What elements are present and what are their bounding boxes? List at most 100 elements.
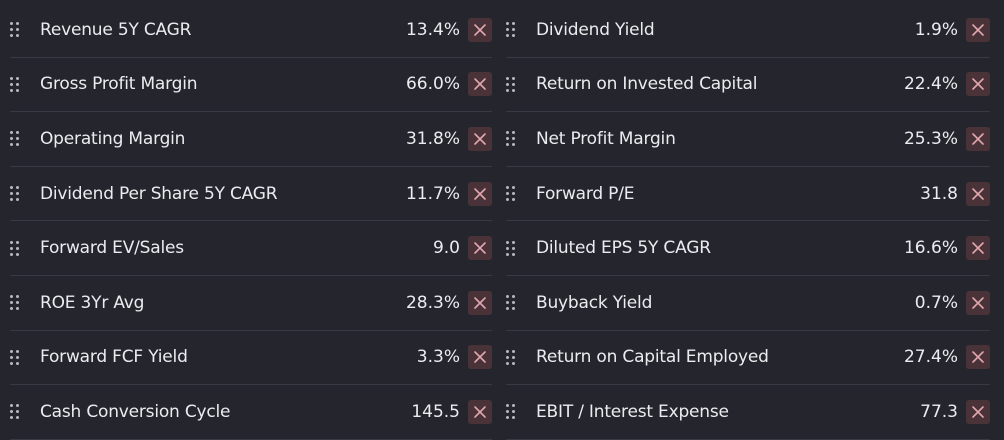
drag-dot [16, 198, 19, 202]
drag-dot [10, 192, 13, 196]
drag-dot [506, 22, 509, 26]
drag-handle-icon[interactable] [506, 185, 518, 203]
drag-dot [506, 295, 509, 299]
remove-metric-button[interactable] [966, 236, 990, 261]
metric-value: 77.3 [920, 401, 958, 422]
drag-handle-icon[interactable] [506, 294, 518, 312]
metrics-grid: Revenue 5Y CAGR 13.4% Gross Profit Margin 6… [0, 3, 1004, 440]
drag-handle-icon[interactable] [10, 21, 22, 39]
drag-dot [506, 88, 509, 92]
drag-dot [10, 22, 13, 26]
drag-dot [506, 240, 509, 244]
drag-handle-icon[interactable] [506, 239, 518, 257]
drag-dot [512, 34, 515, 38]
drag-dot [10, 186, 13, 190]
drag-dot [506, 349, 509, 353]
metric-row: Dividend Per Share 5Y CAGR 11.7% [10, 167, 492, 222]
drag-dot [16, 349, 19, 353]
drag-dot [506, 186, 509, 190]
drag-dot [512, 198, 515, 202]
drag-dot [512, 82, 515, 86]
metric-value: 13.4% [405, 19, 460, 40]
drag-handle-icon[interactable] [506, 403, 518, 421]
drag-handle-icon[interactable] [10, 239, 22, 257]
remove-metric-button[interactable] [468, 290, 492, 315]
drag-dot [16, 34, 19, 38]
drag-dot [16, 416, 19, 420]
drag-handle-icon[interactable] [506, 21, 518, 39]
close-icon [474, 242, 486, 254]
metric-value: 9.0 [432, 238, 460, 259]
drag-dot [512, 22, 515, 26]
drag-handle-icon[interactable] [506, 75, 518, 93]
drag-handle-icon[interactable] [10, 294, 22, 312]
close-icon [972, 133, 984, 145]
drag-dot [16, 240, 19, 244]
remove-metric-button[interactable] [966, 345, 990, 370]
metric-label: Gross Profit Margin [40, 74, 198, 95]
metric-label: Revenue 5Y CAGR [40, 19, 192, 40]
drag-handle-icon[interactable] [10, 185, 22, 203]
drag-handle-icon[interactable] [10, 130, 22, 148]
close-icon [972, 351, 984, 364]
drag-dot [16, 22, 19, 26]
close-icon [474, 133, 486, 145]
metric-value: 11.7% [405, 183, 460, 204]
metric-value: 22.4% [903, 74, 958, 95]
metric-value: 28.3% [405, 292, 460, 313]
drag-dot [506, 410, 509, 414]
drag-handle-icon[interactable] [10, 403, 22, 421]
metric-label: Forward P/E [536, 183, 635, 204]
drag-dot [10, 361, 13, 365]
drag-handle-icon[interactable] [10, 348, 22, 366]
remove-metric-button[interactable] [966, 17, 990, 42]
remove-metric-button[interactable] [468, 126, 492, 151]
metric-value: 145.5 [411, 401, 460, 422]
remove-metric-button[interactable] [966, 181, 990, 206]
drag-handle-icon[interactable] [10, 75, 22, 93]
remove-metric-button[interactable] [468, 236, 492, 261]
drag-dot [506, 246, 509, 250]
drag-dot [16, 88, 19, 92]
metric-value: 27.4% [903, 347, 958, 368]
drag-dot [512, 252, 515, 256]
remove-metric-button[interactable] [468, 17, 492, 42]
drag-dot [512, 76, 515, 80]
drag-dot [506, 82, 509, 86]
remove-metric-button[interactable] [468, 72, 492, 97]
metric-row: Dividend Yield 1.9% [506, 3, 990, 58]
remove-metric-button[interactable] [468, 181, 492, 206]
drag-dot [10, 143, 13, 147]
drag-dot [506, 355, 509, 359]
metric-value: 66.0% [405, 74, 460, 95]
drag-handle-icon[interactable] [506, 348, 518, 366]
remove-metric-button[interactable] [966, 290, 990, 315]
drag-dot [16, 361, 19, 365]
drag-dot [10, 410, 13, 414]
drag-dot [10, 198, 13, 202]
metric-row: Return on Capital Employed 27.4% [506, 331, 990, 386]
drag-dot [10, 252, 13, 256]
drag-dot [16, 295, 19, 299]
metric-row: Forward EV/Sales 9.0 [10, 221, 492, 276]
remove-metric-button[interactable] [468, 345, 492, 370]
drag-dot [512, 349, 515, 353]
drag-handle-icon[interactable] [506, 130, 518, 148]
drag-dot [506, 137, 509, 141]
close-icon [474, 23, 486, 36]
drag-dot [512, 361, 515, 365]
close-icon [474, 296, 486, 309]
drag-dot [506, 404, 509, 408]
drag-dot [506, 361, 509, 365]
remove-metric-button[interactable] [468, 399, 492, 424]
drag-dot [512, 28, 515, 32]
drag-dot [512, 416, 515, 420]
drag-dot [16, 137, 19, 141]
drag-dot [512, 192, 515, 196]
remove-metric-button[interactable] [966, 72, 990, 97]
remove-metric-button[interactable] [966, 399, 990, 424]
drag-dot [506, 28, 509, 32]
metric-value: 16.6% [903, 238, 958, 259]
remove-metric-button[interactable] [966, 126, 990, 151]
drag-dot [16, 82, 19, 86]
